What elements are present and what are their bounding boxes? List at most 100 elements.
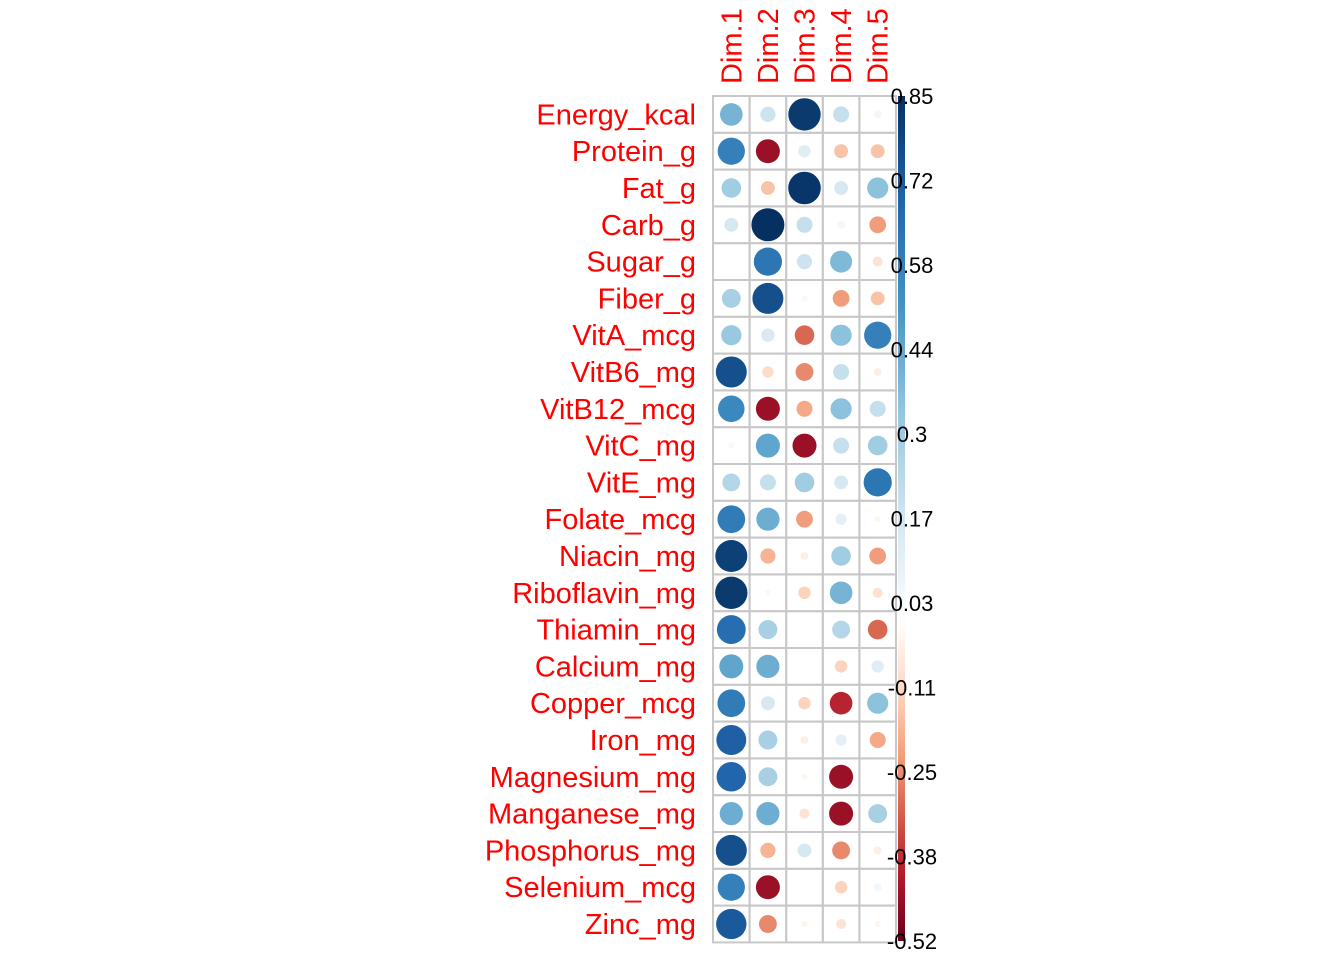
correlation-circle: [830, 250, 853, 273]
row-label: Copper_mcg: [530, 688, 696, 720]
correlation-circle: [830, 324, 852, 346]
correlation-circle: [832, 841, 851, 860]
legend-tick-label: -0.25: [887, 760, 937, 785]
correlation-circle: [794, 472, 815, 493]
correlation-circle: [715, 356, 747, 388]
legend-tick-label: -0.38: [887, 845, 937, 870]
row-label: VitB6_mg: [571, 357, 696, 389]
column-label: Dim.4: [826, 8, 858, 84]
correlation-circle: [863, 468, 892, 497]
correlation-circle: [834, 181, 849, 195]
correlation-circle: [832, 290, 850, 307]
correlation-circle: [716, 908, 747, 940]
correlation-circle: [869, 731, 886, 749]
cell-grid: [712, 95, 898, 944]
correlation-circle: [834, 144, 849, 159]
correlation-circle: [829, 581, 853, 605]
correlation-circle: [798, 145, 811, 158]
row-label: Sugar_g: [586, 247, 696, 279]
correlation-circle: [799, 808, 810, 819]
column-label: Dim.2: [753, 8, 785, 84]
grid-cell: [785, 867, 824, 907]
correlation-circle: [721, 288, 741, 308]
column-labels: Dim.1 Dim.2 Dim.3 Dim.4 Dim.5: [716, 8, 894, 84]
row-label: Protein_g: [572, 136, 696, 168]
correlation-circle: [834, 475, 849, 490]
correlation-circle: [867, 435, 888, 456]
column-label: Dim.5: [863, 8, 895, 84]
correlation-circle: [832, 620, 851, 639]
correlation-circle: [797, 843, 812, 858]
correlation-circle: [870, 144, 885, 159]
row-label: Fiber_g: [598, 283, 696, 315]
correlation-circle: [755, 875, 780, 900]
legend-tick-label: 0.17: [891, 507, 934, 532]
correlation-circle: [758, 730, 778, 750]
correlation-circle: [764, 589, 771, 596]
correlation-circle: [798, 586, 811, 599]
correlation-circle: [801, 773, 808, 780]
correlation-circle: [873, 846, 882, 855]
correlation-circle: [801, 295, 808, 302]
correlation-circle: [753, 247, 782, 276]
correlation-circle: [801, 920, 808, 928]
row-label: VitC_mg: [585, 431, 696, 463]
correlation-circle: [717, 505, 746, 534]
correlation-circle: [794, 325, 815, 346]
row-label: Energy_kcal: [536, 99, 696, 131]
correlation-circle: [715, 576, 748, 610]
row-label: VitE_mg: [587, 467, 696, 499]
correlation-circle: [833, 363, 850, 381]
correlation-circle: [864, 321, 892, 349]
row-label: Folate_mcg: [544, 504, 696, 536]
correlation-circle: [756, 802, 780, 826]
row-label: Magnesium_mg: [490, 762, 696, 794]
correlation-circle: [715, 834, 747, 866]
correlation-circle: [760, 106, 776, 122]
correlation-circle: [835, 734, 847, 746]
legend-tick-label: 0.58: [891, 253, 934, 278]
correlation-circle: [867, 692, 889, 714]
correlation-circle: [722, 473, 741, 492]
correlation-circle: [874, 516, 881, 523]
legend-tick-label: -0.52: [887, 929, 937, 954]
correlation-circle: [721, 325, 742, 346]
correlation-circle: [755, 396, 780, 421]
correlation-circle: [872, 587, 883, 598]
correlation-circle: [755, 433, 780, 458]
correlation-circle: [833, 437, 850, 454]
correlation-circle: [715, 539, 748, 573]
row-label: Iron_mg: [590, 725, 696, 757]
correlation-circle: [728, 442, 735, 449]
correlation-circle: [760, 181, 775, 195]
correlation-circle: [760, 696, 775, 711]
legend-tick-label: 0.44: [891, 338, 934, 363]
correlation-circle: [829, 801, 854, 826]
correlation-circle: [759, 474, 776, 491]
correlation-circle: [792, 433, 817, 458]
correlation-circle: [800, 735, 809, 745]
correlation-circle: [758, 620, 778, 640]
correlation-circle: [760, 548, 776, 564]
correlation-circle: [756, 654, 780, 678]
correlation-circle: [788, 98, 821, 131]
grid-cell: [712, 242, 751, 281]
correlation-circle: [755, 139, 780, 164]
row-label: Calcium_mg: [535, 651, 696, 683]
correlation-circle: [718, 395, 745, 423]
correlation-circle: [873, 110, 882, 119]
correlation-circle: [830, 398, 852, 420]
correlation-circle: [869, 400, 886, 417]
correlation-circle: [829, 764, 854, 789]
row-label: Selenium_mcg: [504, 872, 696, 904]
correlation-circle: [829, 691, 853, 715]
correlation-circle: [831, 546, 851, 566]
correlation-circle: [795, 363, 814, 381]
correlation-circle: [717, 689, 746, 718]
legend-tick-label: 0.03: [891, 591, 934, 616]
correlation-circle: [869, 547, 887, 565]
correlation-circle: [800, 551, 809, 561]
correlation-circle: [788, 171, 821, 205]
correlation-circle: [868, 804, 888, 824]
row-label: Manganese_mg: [488, 799, 696, 831]
